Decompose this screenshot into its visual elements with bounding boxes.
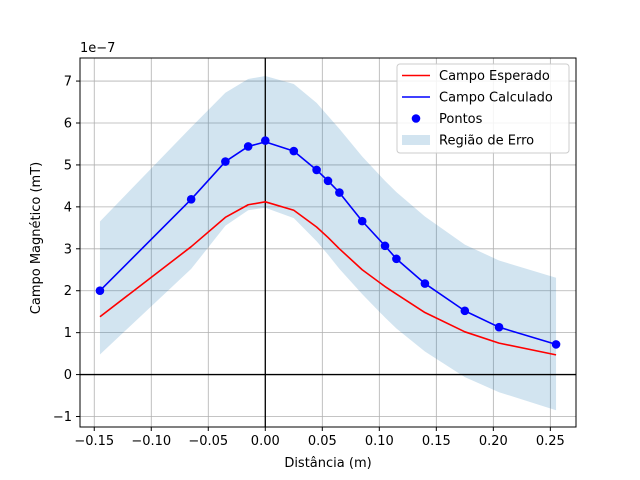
data-point	[420, 279, 430, 288]
data-point	[357, 216, 367, 226]
error-band	[99, 76, 557, 411]
data-point	[323, 176, 333, 186]
data-point	[243, 142, 253, 151]
legend-label-campo-esperado: Campo Esperado	[439, 69, 550, 84]
data-point	[260, 136, 270, 145]
data-point	[335, 188, 344, 197]
x-tick-label: 0.10	[365, 434, 394, 449]
data-point	[95, 286, 105, 296]
data-point	[186, 195, 196, 204]
x-axis-label: Distância (m)	[284, 456, 371, 471]
x-tick-label: −0.05	[188, 434, 228, 449]
axes-frame	[79, 57, 577, 428]
y-tick-label: 6	[64, 116, 72, 131]
legend-label-pontos: Pontos	[439, 112, 483, 127]
legend-swatch-região-de-erro	[402, 135, 430, 145]
y-tick-label: −1	[53, 410, 72, 425]
y-tick-label: 5	[64, 158, 72, 173]
data-point	[221, 157, 230, 166]
legend: Campo Esperado Campo Calculado Pontos Regiã…	[396, 63, 570, 154]
x-tick-label: −0.15	[74, 434, 114, 449]
data-point	[312, 165, 321, 175]
x-tick-label: −0.10	[131, 434, 171, 449]
series-line-campo-calculado	[99, 141, 557, 346]
y-tick-label: 3	[64, 242, 72, 257]
data-point	[460, 306, 470, 316]
x-tick-label: 0.25	[536, 434, 565, 449]
data-point	[380, 241, 390, 251]
y-axis-label: Campo Magnético (mT)	[29, 162, 44, 314]
axes: −0.15 −0.10 −0.05 0.00 0.05 0.10 0.15 0.20 0.25 −…	[53, 57, 577, 449]
legend-label-campo-calculado: Campo Calculado	[439, 91, 553, 106]
y-tick-label: 0	[64, 368, 72, 383]
legend-label-região-de-erro: Região de Erro	[439, 134, 534, 149]
y-tick-label: 7	[64, 75, 72, 90]
series-line-campo-esperado	[99, 201, 557, 356]
data-point	[551, 340, 561, 349]
y-tick-label: 1	[64, 326, 72, 341]
x-tick-label: 0.15	[422, 434, 451, 449]
y-tick-label: 4	[64, 200, 72, 215]
data-point	[289, 146, 299, 156]
y-offset-text: 1e−7	[80, 41, 115, 56]
data-point	[392, 254, 401, 264]
x-tick-label: 0.20	[479, 434, 508, 449]
legend-swatch-pontos	[411, 114, 421, 123]
legend-frame	[396, 63, 570, 154]
data-point	[494, 322, 504, 332]
y-tick-label: 2	[64, 284, 72, 299]
x-tick-label: 0.00	[251, 434, 280, 449]
x-tick-label: 0.05	[308, 434, 337, 449]
